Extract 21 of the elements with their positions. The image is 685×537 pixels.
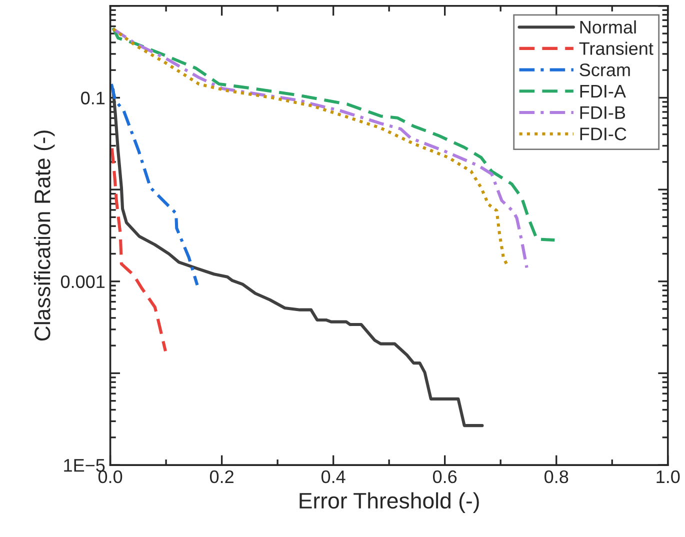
y-axis-title: Classification Rate (-) [34,130,55,341]
legend-label: Transient [579,42,654,55]
x-tick-label: 0.4 [321,470,346,484]
x-tick-label: 0.0 [98,470,122,484]
x-tick-label: 0.6 [432,470,457,484]
legend-label: FDI-B [580,106,626,119]
x-tick-label: 1.0 [656,470,680,484]
line-series [110,146,168,353]
y-tick-label: 0.1 [81,92,105,104]
legend-label: FDI-A [580,85,626,98]
x-tick-label: 0.2 [210,470,234,484]
x-tick-label: 0.8 [544,470,568,484]
y-tick-label: 1E−5 [64,459,105,472]
line-series [110,82,199,287]
line-series [112,88,484,428]
legend-label: Normal [580,20,636,34]
line-series [112,26,556,242]
legend-label: FDI-C [580,128,626,140]
legend-label: Scram [580,64,630,76]
x-axis-title: Error Threshold (-) [300,492,479,513]
y-tick-label: 0.001 [60,275,105,288]
